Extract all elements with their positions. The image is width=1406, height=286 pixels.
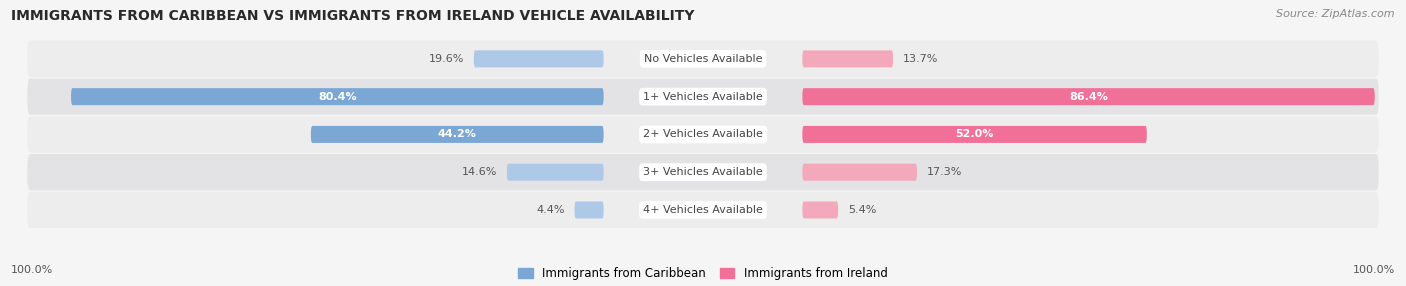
FancyBboxPatch shape — [508, 164, 603, 181]
FancyBboxPatch shape — [803, 126, 1147, 143]
Text: 5.4%: 5.4% — [848, 205, 876, 215]
FancyBboxPatch shape — [803, 50, 893, 67]
Text: 14.6%: 14.6% — [461, 167, 496, 177]
Text: 4+ Vehicles Available: 4+ Vehicles Available — [643, 205, 763, 215]
FancyBboxPatch shape — [803, 88, 1375, 105]
FancyBboxPatch shape — [27, 154, 1379, 190]
Text: 1+ Vehicles Available: 1+ Vehicles Available — [643, 92, 763, 102]
Text: 3+ Vehicles Available: 3+ Vehicles Available — [643, 167, 763, 177]
FancyBboxPatch shape — [27, 192, 1379, 228]
Text: 100.0%: 100.0% — [1353, 265, 1395, 275]
Text: 17.3%: 17.3% — [927, 167, 962, 177]
FancyBboxPatch shape — [803, 164, 917, 181]
Text: 44.2%: 44.2% — [437, 130, 477, 139]
FancyBboxPatch shape — [474, 50, 603, 67]
Text: 2+ Vehicles Available: 2+ Vehicles Available — [643, 130, 763, 139]
Text: 13.7%: 13.7% — [903, 54, 938, 64]
Text: 86.4%: 86.4% — [1069, 92, 1108, 102]
FancyBboxPatch shape — [72, 88, 603, 105]
Text: 4.4%: 4.4% — [536, 205, 565, 215]
Text: IMMIGRANTS FROM CARIBBEAN VS IMMIGRANTS FROM IRELAND VEHICLE AVAILABILITY: IMMIGRANTS FROM CARIBBEAN VS IMMIGRANTS … — [11, 9, 695, 23]
FancyBboxPatch shape — [575, 201, 603, 219]
Text: 100.0%: 100.0% — [11, 265, 53, 275]
FancyBboxPatch shape — [27, 116, 1379, 152]
Text: 52.0%: 52.0% — [956, 130, 994, 139]
FancyBboxPatch shape — [803, 201, 838, 219]
Text: No Vehicles Available: No Vehicles Available — [644, 54, 762, 64]
Text: 80.4%: 80.4% — [318, 92, 357, 102]
Text: 19.6%: 19.6% — [429, 54, 464, 64]
FancyBboxPatch shape — [27, 79, 1379, 115]
Text: Source: ZipAtlas.com: Source: ZipAtlas.com — [1277, 9, 1395, 19]
FancyBboxPatch shape — [27, 41, 1379, 77]
Legend: Immigrants from Caribbean, Immigrants from Ireland: Immigrants from Caribbean, Immigrants fr… — [513, 262, 893, 285]
FancyBboxPatch shape — [311, 126, 603, 143]
